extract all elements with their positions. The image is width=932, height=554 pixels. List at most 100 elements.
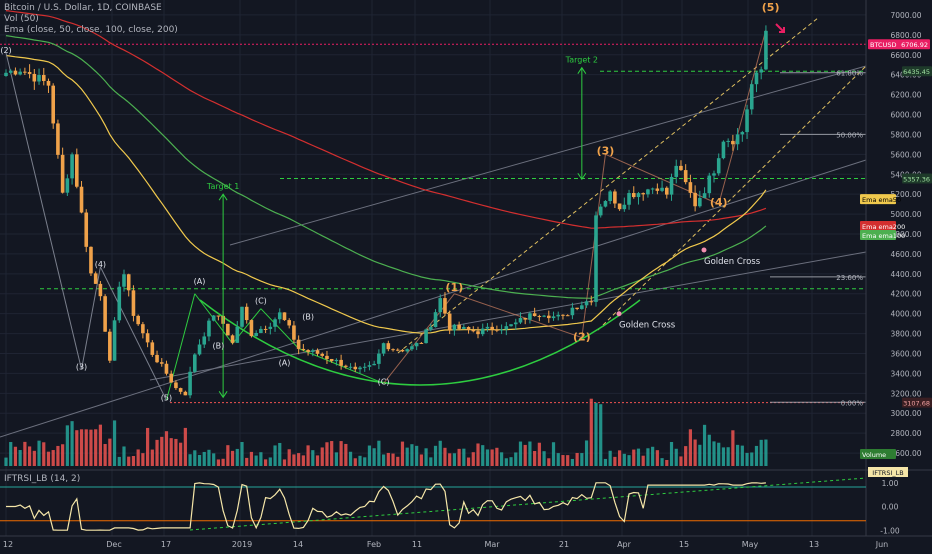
candle-body: [277, 312, 282, 320]
price-tick-label: 5600.00: [890, 150, 921, 159]
volume-bar: [377, 440, 381, 466]
volume-bar: [112, 420, 117, 466]
volume-bar: [712, 441, 716, 466]
volume-bar: [131, 455, 136, 466]
volume-bar: [61, 444, 65, 466]
candle-body: [707, 175, 712, 194]
ema-legend: Ema (close, 50, close, 100, close, 200): [4, 25, 178, 35]
candle-body: [721, 141, 726, 159]
candle-body: [646, 189, 650, 195]
volume-bar: [754, 445, 759, 466]
candle-body: [693, 192, 697, 207]
candle-body: [410, 346, 414, 350]
fib-level-label: 0.00%: [841, 399, 864, 407]
candle-body: [84, 212, 89, 247]
candle-body: [263, 328, 268, 330]
drawing-lines: [0, 17, 867, 438]
volume-bar: [674, 448, 678, 466]
price-badge: [860, 221, 896, 232]
candle-body: [754, 72, 759, 85]
volume-bar: [651, 446, 655, 466]
price-tick-label: 2600.00: [890, 449, 921, 458]
volume-bar: [627, 455, 631, 466]
volume-bar: [164, 431, 169, 466]
candle-body: [320, 353, 325, 356]
volume-bar: [127, 456, 131, 466]
ema50-line: [5, 54, 767, 334]
volume-bar: [490, 449, 494, 466]
candle-body: [117, 286, 122, 321]
volume-bar: [641, 455, 645, 466]
volume-bar: [188, 454, 192, 466]
volume-bar: [731, 430, 735, 466]
candle-body: [174, 382, 178, 389]
channel-line-upper: [229, 65, 867, 246]
indicator-badge: [868, 467, 908, 477]
candle-body: [457, 324, 461, 329]
price-tick-label: 5800.00: [890, 130, 921, 139]
candle-body: [51, 85, 55, 124]
golden-cross-label: Golden Cross: [619, 321, 676, 331]
price-tick-label: 3800.00: [890, 330, 921, 339]
volume-bar: [98, 424, 102, 466]
candle-body: [268, 326, 273, 329]
candle-body: [65, 178, 70, 193]
candle-body: [471, 329, 476, 332]
volume-bar: [136, 449, 140, 466]
candle-body: [419, 342, 424, 344]
candle-body: [499, 329, 504, 331]
candle-body: [348, 366, 353, 368]
time-tick-label: 15: [679, 540, 689, 549]
volume-bar: [632, 449, 636, 466]
price-badge-label: Ema ema200: [862, 223, 905, 231]
candle-body: [627, 193, 631, 205]
price-tick-label: 3400.00: [890, 369, 921, 378]
upper-dashed-trend: [397, 17, 819, 354]
candle-body: [169, 373, 173, 383]
candle-body: [537, 316, 542, 318]
volume-bar: [764, 439, 768, 466]
price-badge-value: 6435.45: [903, 68, 930, 76]
candle-body: [32, 73, 37, 82]
volume-bar: [94, 429, 98, 466]
target-arrow-head: [218, 193, 228, 201]
candle-body: [372, 363, 376, 366]
candle-body: [698, 197, 702, 207]
volume-bar: [433, 445, 438, 466]
candle-body: [226, 323, 230, 336]
price-tick-label: 4600.00: [890, 250, 921, 259]
candle-body: [23, 71, 27, 73]
volume-bar: [28, 446, 32, 466]
symbol-legend: Bitcoin / U.S. Dollar, 1D, COINBASE: [4, 3, 162, 13]
candle-body: [631, 193, 636, 198]
candle-body: [306, 350, 310, 352]
candle-body: [216, 315, 221, 317]
candle-body: [589, 301, 594, 303]
volume-bar: [702, 424, 707, 466]
candle-body: [547, 315, 551, 319]
candle-body: [688, 182, 693, 193]
wave-label: (4): [710, 196, 728, 209]
price-badge-value: 3107.68: [903, 400, 930, 408]
volume-bar: [216, 459, 220, 466]
time-tick-label: Dec: [106, 540, 121, 549]
time-tick-label: 11: [412, 540, 422, 549]
volume-bar: [646, 448, 650, 466]
volume-bar: [160, 436, 164, 466]
volume-bar: [759, 439, 763, 466]
candle-body: [254, 332, 258, 337]
volume-bar: [230, 450, 235, 466]
volume-bar: [122, 446, 126, 466]
wave-label: (3): [76, 362, 87, 371]
time-tick-label: Jun: [875, 540, 889, 549]
golden-cross-marker: [616, 311, 622, 317]
candle-body: [405, 349, 409, 352]
candle-body: [542, 315, 546, 317]
candle-body: [183, 391, 188, 396]
price-tick-label: 5200.00: [890, 190, 921, 199]
time-tick-label: 14: [293, 540, 303, 549]
price-badge-label: BTCUSD: [870, 41, 896, 49]
candle-body: [75, 154, 79, 187]
wave-label: (1): [446, 281, 464, 294]
candle-body: [584, 301, 589, 306]
